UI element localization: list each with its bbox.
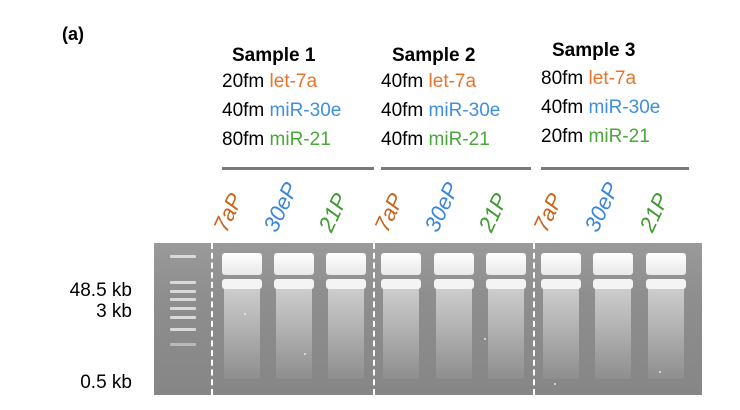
amount-text: 40fm — [381, 71, 424, 92]
lane-label-7: 7aP — [528, 189, 568, 236]
gel-lane-1 — [220, 243, 264, 395]
target-text: miR-30e — [269, 100, 342, 121]
sample-1-title: Sample 1 — [232, 45, 316, 66]
size-marker-0-5-kb: 0.5 kb — [80, 372, 132, 393]
amount-text: 20fm — [222, 71, 265, 92]
gel-lane-3 — [324, 243, 368, 395]
amount-text: 40fm — [381, 100, 424, 121]
amount-text: 80fm — [541, 68, 584, 89]
gel-lane-9 — [644, 243, 688, 395]
lane-divider-2 — [373, 243, 375, 395]
lane-label-9: 21P — [634, 189, 674, 236]
sample-3-row-2: 40fm miR-30e — [541, 97, 660, 119]
ladder-lane — [160, 243, 204, 395]
sample-1-row-1: 20fm let-7a — [222, 71, 317, 93]
sample-2-row-3: 40fm miR-21 — [381, 129, 490, 151]
sample-3-row-3: 20fm miR-21 — [541, 126, 650, 148]
sample-1-row-3: 80fm miR-21 — [222, 129, 331, 151]
lane-label-4: 7aP — [369, 189, 409, 236]
lane-divider-3 — [533, 243, 535, 395]
amount-text: 80fm — [222, 129, 265, 150]
gel-lane-6 — [484, 243, 528, 395]
amount-text: 40fm — [222, 100, 265, 121]
sample-2-row-2: 40fm miR-30e — [381, 100, 500, 122]
gel-lane-2 — [272, 243, 316, 395]
gel-lane-7 — [539, 243, 583, 395]
lane-divider-1 — [211, 243, 213, 395]
target-text: let-7a — [428, 71, 477, 92]
amount-text: 20fm — [541, 126, 584, 147]
sample-3-row-1: 80fm let-7a — [541, 68, 636, 90]
lane-label-3: 21P — [313, 189, 353, 236]
sample-1-row-2: 40fm miR-30e — [222, 100, 341, 122]
gel-lane-5 — [432, 243, 476, 395]
gel-image — [154, 243, 702, 395]
lane-label-8: 30eP — [579, 178, 624, 236]
sample-2-title: Sample 2 — [392, 45, 476, 66]
lane-label-6: 21P — [473, 189, 513, 236]
lane-label-1: 7aP — [208, 189, 248, 236]
amount-text: 40fm — [381, 129, 424, 150]
lane-label-2: 30eP — [258, 178, 303, 236]
size-marker-48-5-kb: 48.5 kb — [69, 280, 132, 301]
target-text: let-7a — [269, 71, 318, 92]
target-text: let-7a — [588, 68, 637, 89]
gel-lane-8 — [591, 243, 635, 395]
gel-lane-4 — [379, 243, 423, 395]
amount-text: 40fm — [541, 97, 584, 118]
sample-2-separator — [381, 167, 531, 170]
target-text: miR-30e — [428, 100, 501, 121]
sample-3-separator — [541, 167, 689, 170]
size-marker-3-kb: 3 kb — [96, 301, 132, 322]
target-text: miR-21 — [269, 129, 331, 150]
panel-label: (a) — [62, 24, 84, 44]
lane-label-5: 30eP — [419, 178, 464, 236]
target-text: miR-21 — [588, 126, 650, 147]
sample-1-separator — [222, 167, 374, 170]
target-text: miR-30e — [588, 97, 661, 118]
sample-3-title: Sample 3 — [552, 40, 636, 61]
target-text: miR-21 — [428, 129, 490, 150]
sample-2-row-1: 40fm let-7a — [381, 71, 476, 93]
